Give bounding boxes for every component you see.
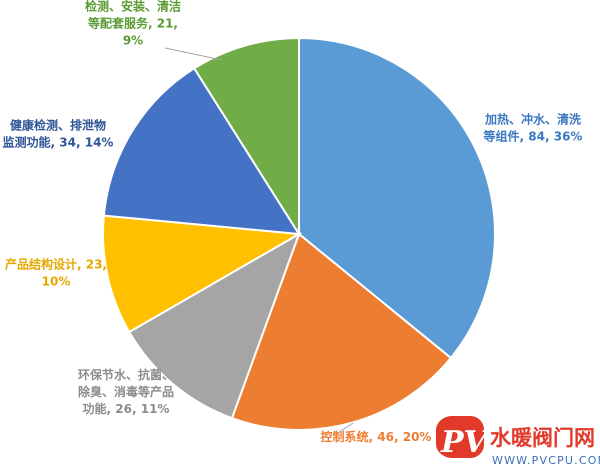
pie-slices (102, 36, 496, 431)
slice-label-line: 等配套服务, 21, (87, 16, 178, 31)
slice-label-line: 控制系统, 46, 20% (321, 429, 432, 444)
pie-slice-3 (127, 231, 301, 420)
slice-label-4: 产品结构设计, 23, 10% (5, 257, 107, 289)
slice-label-line: 功能, 26, 11% (83, 401, 170, 416)
pie-slice-6 (192, 36, 300, 238)
slice-label-line: 监测功能, 34, 14% (3, 135, 114, 150)
slice-labels: 加热、冲水、清洗等组件, 84, 36% 控制系统, 46, 20% 环保节水、抗菌… (3, 0, 583, 444)
slice-label-line: 产品结构设计, 23, (5, 257, 107, 272)
slice-label-line: 等组件, 84, 36% (483, 129, 583, 144)
leader-line-6 (164, 47, 223, 61)
slice-label-line: 10% (42, 275, 71, 289)
slice-label-line: 健康检测、排泄物 (10, 118, 106, 133)
leader-line-2 (335, 422, 354, 435)
slice-label-line: 除臭、消毒等产品 (78, 384, 174, 399)
slice-label-2: 控制系统, 46, 20% (321, 429, 432, 444)
leader-lines (164, 47, 354, 435)
pie-slice-1 (298, 36, 496, 360)
watermark: PV 水暖阀门网 WWW.PVCPU.COM (436, 416, 600, 467)
watermark-url: WWW.PVCPU.COM (492, 454, 600, 467)
slice-label-line: 9% (123, 34, 143, 48)
pv-logo-icon: PV (436, 416, 490, 460)
slice-label-5: 健康检测、排泄物监测功能, 34, 14% (3, 118, 114, 150)
logo-letters: PV (440, 425, 490, 460)
slice-label-3: 环保节水、抗菌、除臭、消毒等产品功能, 26, 11% (78, 367, 174, 416)
pie-slice-4 (102, 214, 303, 334)
slice-label-6: 其他：机械装备、检测、安装、清洁等配套服务, 21,9% (85, 0, 181, 48)
slice-label-line: 环保节水、抗菌、 (78, 367, 174, 382)
pie-slice-2 (230, 232, 453, 431)
slice-label-1: 加热、冲水、清洗等组件, 84, 36% (483, 112, 583, 144)
slice-label-line: 加热、冲水、清洗 (484, 112, 581, 127)
watermark-text: 水暖阀门网 (490, 426, 595, 450)
pie-slice-5 (102, 66, 301, 236)
slice-label-line: 检测、安装、清洁 (85, 0, 181, 14)
